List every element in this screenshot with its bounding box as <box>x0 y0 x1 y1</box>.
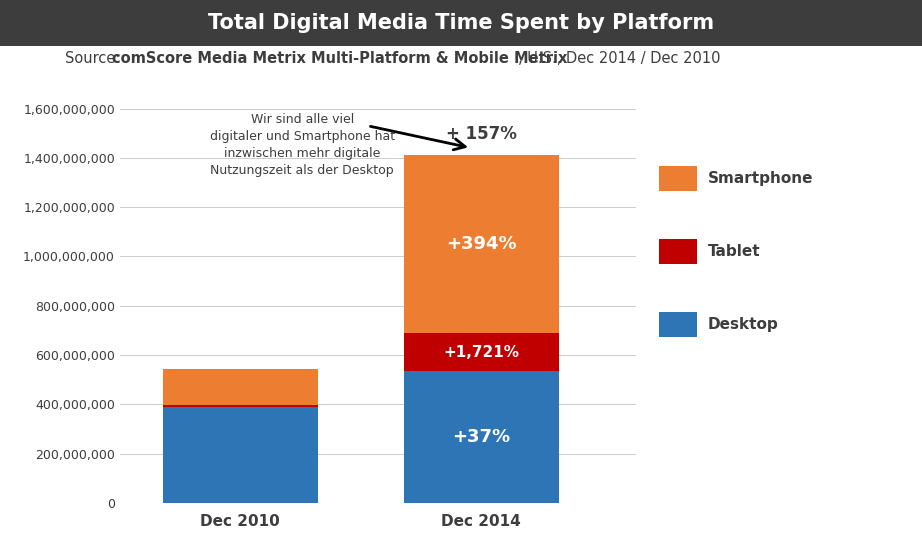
Text: Source:: Source: <box>65 51 124 66</box>
Text: Wir sind alle viel
digitaler und Smartphone hat
inzwischen mehr digitale
Nutzung: Wir sind alle viel digitaler und Smartph… <box>209 113 395 177</box>
Bar <box>404 333 559 371</box>
Text: + 157%: + 157% <box>446 125 516 143</box>
Text: Smartphone: Smartphone <box>708 172 813 186</box>
Text: Desktop: Desktop <box>708 317 778 331</box>
Bar <box>163 405 318 407</box>
Bar <box>163 407 318 503</box>
Text: comScore Media Metrix Multi-Platform & Mobile Metrix: comScore Media Metrix Multi-Platform & M… <box>112 51 568 66</box>
Bar <box>404 155 559 333</box>
Text: , U.S., Dec 2014 / Dec 2010: , U.S., Dec 2014 / Dec 2010 <box>518 51 721 66</box>
Text: +1,721%: +1,721% <box>443 344 519 359</box>
Text: +37%: +37% <box>452 428 511 446</box>
Text: +394%: +394% <box>446 235 516 253</box>
Bar <box>163 369 318 405</box>
Text: Tablet: Tablet <box>708 244 761 259</box>
Bar <box>404 371 559 503</box>
Text: Total Digital Media Time Spent by Platform: Total Digital Media Time Spent by Platfo… <box>208 13 714 33</box>
